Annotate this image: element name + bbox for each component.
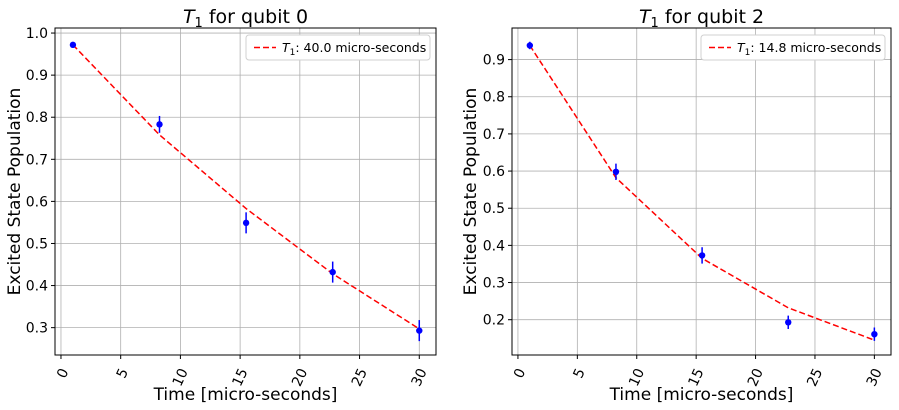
y-tick-label: 0.8 <box>26 110 48 126</box>
y-tick-label: 0.2 <box>483 313 505 329</box>
legend-box <box>245 34 431 61</box>
legend-symbol: T <box>282 40 291 55</box>
y-tick-label: 0.9 <box>483 53 505 69</box>
y-axis-label: Excited State Population <box>5 88 25 296</box>
x-tick-label: 5 <box>570 366 588 381</box>
legend-subscript: 1 <box>290 48 296 58</box>
legend-label: T1: 40.0 micro-seconds <box>282 40 426 58</box>
y-tick-label: 0.3 <box>26 321 48 337</box>
title-text: for qubit 0 <box>203 6 308 28</box>
data-point <box>612 168 620 176</box>
chart-panel-0: 0 5 10 15 20 25 300.30.40.50.60.70.80.91.0T1 f… <box>5 6 437 405</box>
y-tick-label: 0.6 <box>26 194 48 210</box>
y-tick-label: 0.5 <box>483 201 505 217</box>
chart-title: T1 for qubit 2 <box>639 6 764 31</box>
title-subscript: 1 <box>195 16 203 31</box>
x-tick-label: 15 <box>685 366 707 389</box>
x-tick-label: 20 <box>289 366 311 389</box>
title-symbol: T <box>183 6 196 28</box>
y-tick-label: 0.7 <box>26 152 48 168</box>
x-axis-label: Time [micro-seconds] <box>153 385 338 405</box>
title-symbol: T <box>639 6 652 28</box>
data-point <box>242 219 250 227</box>
chart-title: T1 for qubit 0 <box>183 6 308 31</box>
y-tick-label: 0.7 <box>483 127 505 143</box>
y-axis-label: Excited State Population <box>461 88 481 296</box>
data-point <box>69 41 77 49</box>
legend-symbol: T <box>737 40 746 55</box>
x-tick-label: 30 <box>409 366 431 389</box>
y-tick-label: 0.3 <box>483 276 505 292</box>
x-tick-label: 20 <box>745 366 767 389</box>
x-tick-label: 30 <box>864 366 886 389</box>
y-tick-label: 0.5 <box>26 236 48 252</box>
x-tick-label: 15 <box>229 366 251 389</box>
y-tick-label: 0.6 <box>483 164 505 180</box>
chart-panel-1: 0 5 10 15 20 25 300.20.30.40.50.60.70.80.9T1 f… <box>461 6 892 405</box>
y-tick-label: 0.4 <box>26 279 48 295</box>
data-point <box>785 319 792 326</box>
x-tick-label: 0 <box>54 366 72 381</box>
y-tick-label: 0.9 <box>26 68 48 84</box>
x-tick-label: 25 <box>349 366 371 389</box>
legend-box <box>700 34 886 61</box>
y-tick-label: 1.0 <box>26 26 48 42</box>
x-tick-label: 5 <box>114 366 132 381</box>
data-point <box>871 330 878 338</box>
legend-subscript: 1 <box>745 48 751 58</box>
x-tick-label: 25 <box>804 366 826 389</box>
x-axis-label: Time [micro-seconds] <box>609 385 794 405</box>
data-point <box>416 327 423 334</box>
x-tick-label: 0 <box>511 366 529 381</box>
title-text: for qubit 2 <box>659 6 764 28</box>
data-point <box>526 42 534 49</box>
plot-frame <box>511 27 892 356</box>
fit-line <box>72 44 420 330</box>
y-tick-label: 0.4 <box>483 238 505 254</box>
y-tick-label: 0.8 <box>483 90 505 106</box>
legend-text: : 40.0 micro-seconds <box>295 40 426 55</box>
x-tick-label: 10 <box>626 366 648 389</box>
title-subscript: 1 <box>651 16 659 31</box>
data-point <box>156 121 163 128</box>
data-point <box>698 252 706 259</box>
x-tick-label: 10 <box>170 366 192 389</box>
plot-frame <box>54 27 437 356</box>
fit-line <box>529 45 875 341</box>
data-point <box>329 268 336 276</box>
legend-label: T1: 14.8 micro-seconds <box>737 40 881 58</box>
legend-text: : 14.8 micro-seconds <box>750 40 881 55</box>
